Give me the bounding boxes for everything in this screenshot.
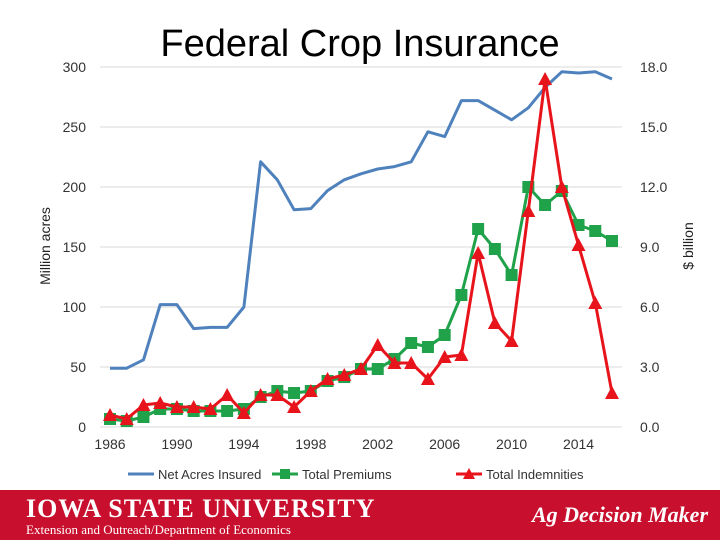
chart-title: Federal Crop Insurance [160,23,559,65]
point-total-indemnities [220,388,235,401]
point-total-indemnities [387,356,402,369]
x-axis-ticks: 1986 1990 1994 1998 2002 2006 2010 2014 [94,436,594,452]
point-total-premiums [455,289,468,301]
left-tick-label: 250 [63,119,87,135]
point-total-indemnities [487,316,502,329]
x-tick-label: 1986 [94,436,125,452]
point-total-indemnities [571,238,586,251]
point-total-premiums [589,225,602,237]
point-total-indemnities [471,246,486,259]
right-tick-label: 18.0 [640,59,667,75]
chart: Federal Crop Insurance 0 50 100 150 200 250 30… [37,23,696,482]
left-axis-ticks: 0 50 100 150 200 250 300 [63,59,87,435]
point-total-indemnities [454,348,469,361]
left-tick-label: 100 [63,299,87,315]
legend-label-net-acres-insured: Net Acres Insured [158,467,261,482]
point-total-indemnities [404,356,419,369]
point-total-indemnities [554,180,569,193]
point-total-indemnities [186,400,201,413]
right-tick-label: 9.0 [640,239,660,255]
left-tick-label: 50 [70,359,86,375]
point-total-premiums [421,341,434,353]
department-text: Extension and Outreach/Department of Eco… [26,522,291,537]
point-total-indemnities [538,72,553,85]
point-total-indemnities [521,204,536,217]
left-tick-label: 300 [63,59,87,75]
right-tick-label: 0.0 [640,419,660,435]
point-total-indemnities [270,388,285,401]
point-total-indemnities [203,402,218,415]
legend-marker-total-premiums [280,469,290,479]
point-total-indemnities [337,368,352,381]
point-total-indemnities [253,388,268,401]
series-line-net-acres-insured [110,70,613,370]
left-tick-label: 150 [63,239,87,255]
point-total-indemnities [303,384,318,397]
x-tick-label: 2006 [429,436,460,452]
left-tick-label: 200 [63,179,87,195]
point-total-indemnities [236,406,251,419]
right-tick-label: 15.0 [640,119,667,135]
point-total-indemnities [588,296,603,309]
y-axis-label-left: Million acres [37,207,53,285]
series-net-acres-insured [110,70,613,370]
point-total-indemnities [287,400,302,413]
x-tick-label: 2002 [362,436,393,452]
point-total-premiums [288,387,301,399]
series-total-premiums [104,181,618,427]
ag-decision-maker-logo: Ag Decision Maker [532,502,708,527]
point-total-indemnities [103,408,117,421]
point-total-premiums [371,363,384,375]
series-line-total-premiums [109,185,613,423]
point-total-indemnities [420,372,435,385]
point-total-indemnities [320,372,335,385]
legend: Net Acres Insured Total Premiums Total Ind… [128,467,584,482]
right-tick-label: 12.0 [640,179,667,195]
legend-label-total-indemnities: Total Indemnities [486,467,584,482]
point-total-indemnities [354,362,368,375]
point-total-premiums [539,199,552,211]
right-axis-ticks: 0.0 3.0 6.0 9.0 12.0 15.0 18.0 [640,59,667,435]
right-tick-label: 3.0 [640,359,660,375]
x-tick-label: 1994 [228,436,259,452]
right-tick-label: 6.0 [640,299,660,315]
point-total-indemnities [437,350,452,363]
point-total-indemnities [169,400,184,413]
point-total-indemnities [370,338,385,351]
point-total-premiums [221,405,234,417]
x-tick-label: 2010 [496,436,527,452]
grid-lines [100,66,622,428]
university-logo: IOWA STATE UNIVERSITY [26,494,376,523]
point-total-premiums [488,243,501,255]
x-tick-label: 2014 [563,436,594,452]
point-total-indemnities [153,396,168,409]
left-tick-label: 0 [78,419,86,435]
point-total-premiums [137,411,150,423]
series-total-indemnities [103,72,619,425]
point-total-premiums [606,235,618,247]
x-tick-label: 1990 [161,436,192,452]
point-total-indemnities [605,386,619,399]
point-total-premiums [438,329,451,341]
legend-marker-total-indemnities [463,468,475,479]
point-total-indemnities [504,334,519,347]
series-layer [103,70,619,427]
point-total-indemnities [136,398,151,411]
y-axis-label-right: $ billion [680,222,696,269]
point-total-premiums [505,269,518,281]
point-total-premiums [572,219,585,231]
footer-banner: IOWA STATE UNIVERSITY Extension and Outr… [0,490,720,540]
point-total-premiums [472,223,485,235]
point-total-premiums [405,337,418,349]
point-total-indemnities [119,412,134,425]
x-tick-label: 1998 [295,436,326,452]
legend-label-total-premiums: Total Premiums [302,467,392,482]
